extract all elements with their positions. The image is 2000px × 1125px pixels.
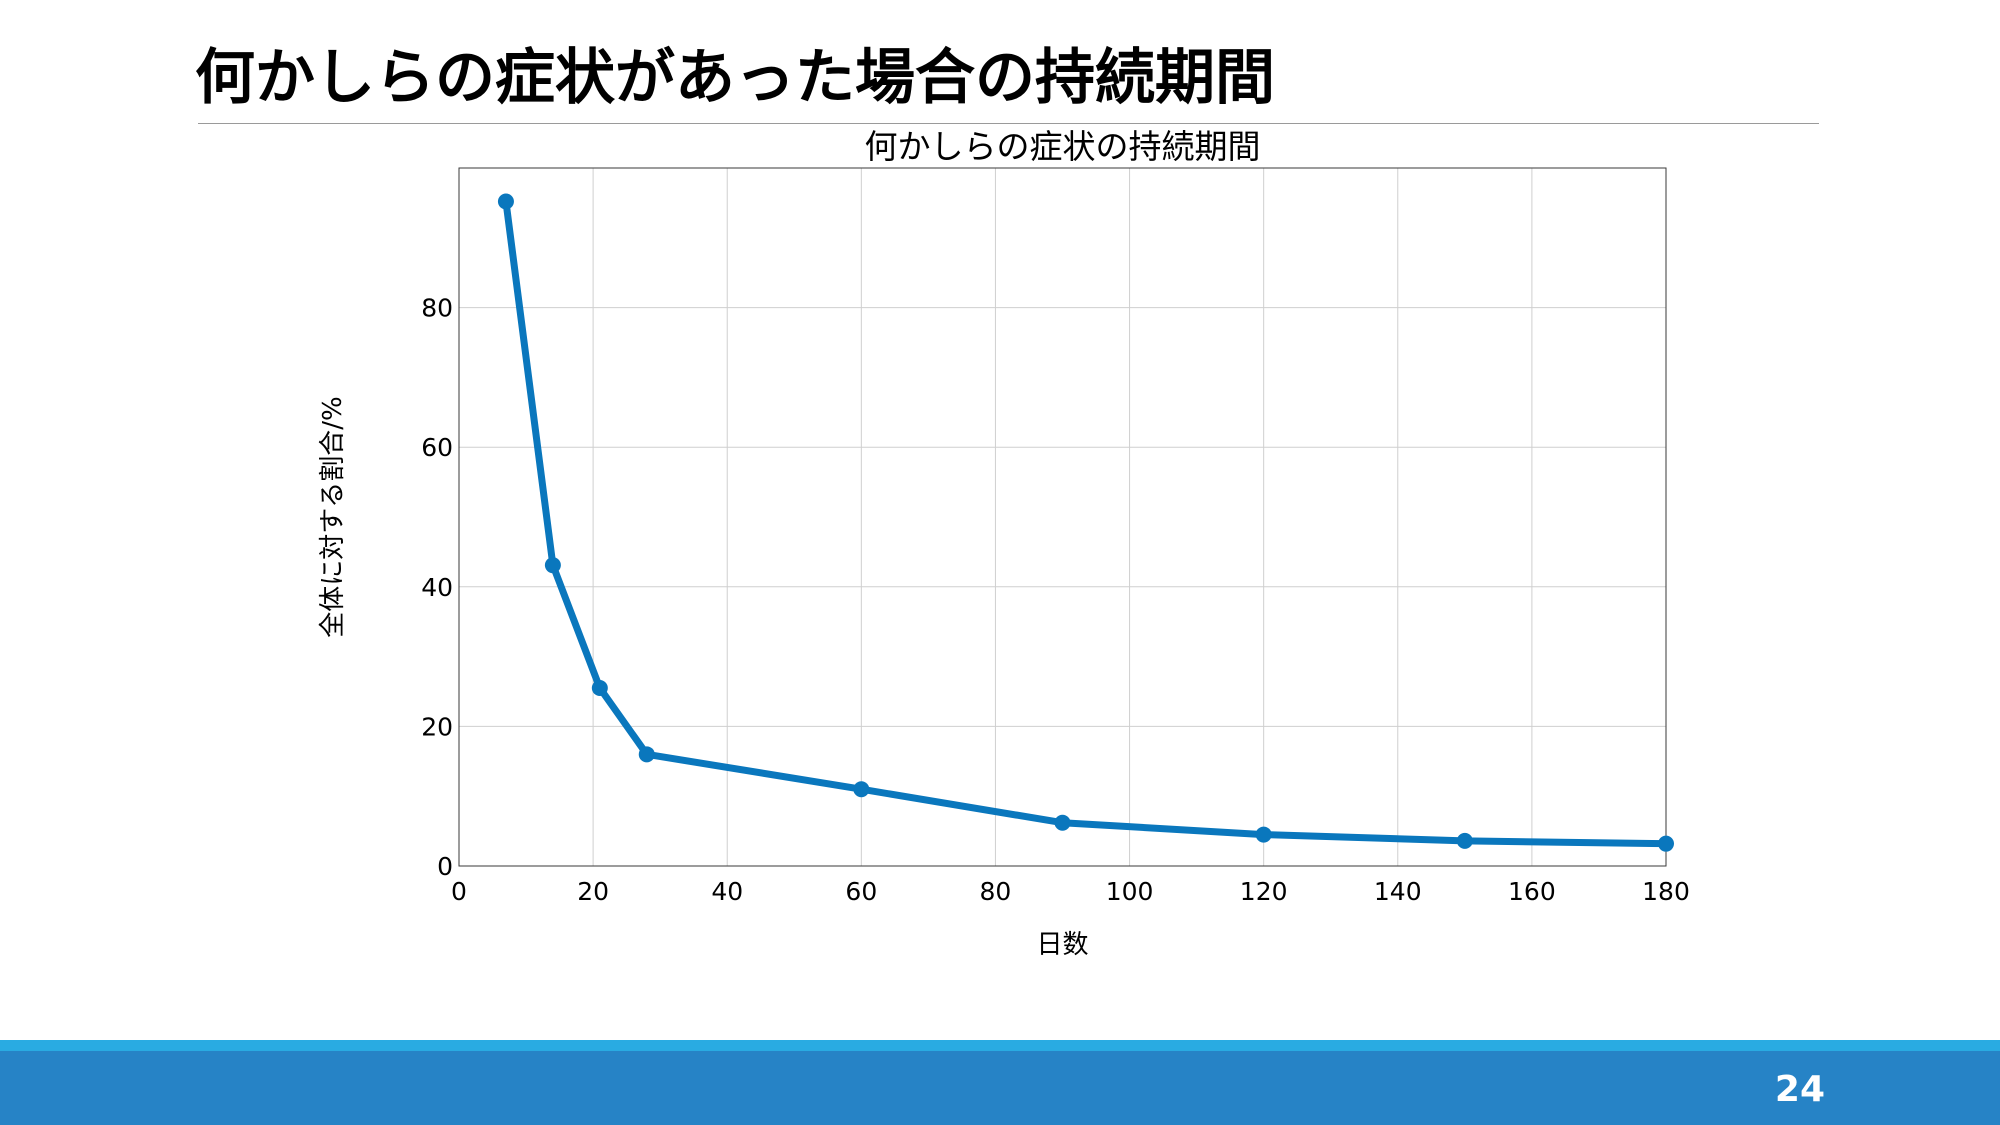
data-point [853,781,870,798]
line-chart: 0 20 40 60 80 100 120 140 160 180 0 20 40 60 80 何かしらの症状… [318,127,1690,960]
data-point [1255,826,1272,843]
x-tick-label: 180 [1642,877,1690,906]
slide-title: 何かしらの症状があった場合の持続期間 [195,43,1275,113]
y-tick-label: 40 [421,573,453,602]
data-point [544,557,561,574]
data-point [1658,835,1674,852]
data-point [638,746,655,763]
data-point [1456,832,1473,849]
x-tick-label: 160 [1508,877,1556,906]
title-divider [198,123,1819,124]
x-tick-label: 40 [711,877,743,906]
y-tick-label: 60 [421,433,453,462]
chart-title: 何かしらの症状の持続期間 [865,127,1261,166]
y-tick-label: 0 [437,852,453,881]
x-tick-label: 100 [1106,877,1154,906]
x-tick-label: 140 [1374,877,1422,906]
footer-stripe [0,1040,2000,1051]
x-tick-label: 60 [845,877,877,906]
data-point [1054,814,1071,831]
y-tick-label: 80 [421,294,453,323]
x-tick-label: 80 [980,877,1012,906]
page-number: 24 [1774,1069,1825,1110]
y-axis-label: 全体に対する割合/% [318,396,348,637]
y-tick-label: 20 [421,712,453,741]
plot-frame [458,167,1667,867]
footer-bar [0,1051,2000,1125]
series-line [502,198,1670,848]
x-tick-label: 120 [1240,877,1288,906]
x-axis-label: 日数 [1036,930,1088,960]
data-point [497,193,514,210]
data-point [591,680,608,697]
x-tick-label: 0 [451,877,467,906]
x-tick-label: 20 [577,877,609,906]
